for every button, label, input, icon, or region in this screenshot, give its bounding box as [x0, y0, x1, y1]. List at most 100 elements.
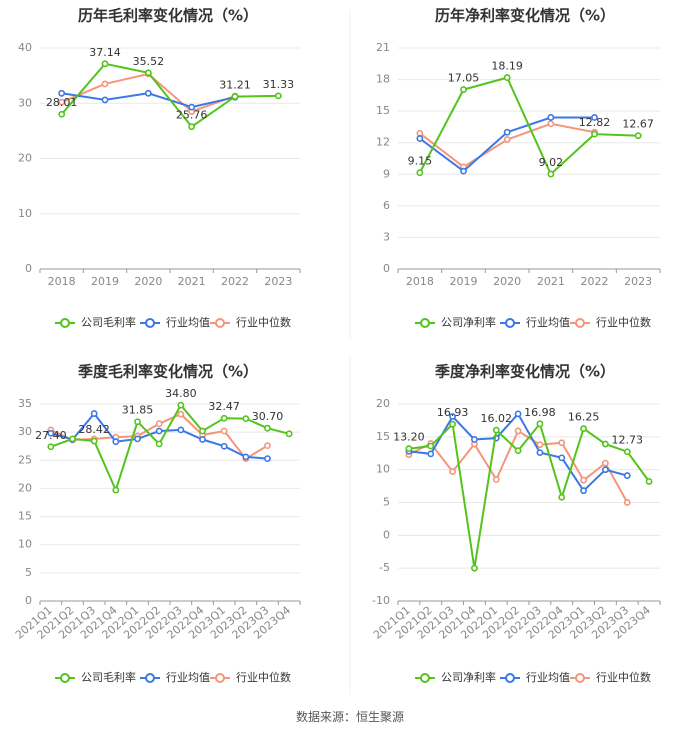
legend-swatch-marker	[505, 673, 515, 683]
y-tick-label: 0	[383, 528, 390, 541]
series-industry_avg	[47, 410, 271, 462]
y-tick-label: 25	[18, 453, 32, 466]
legend-item-industry_median[interactable]: 行业中位数	[570, 315, 651, 329]
data-point	[558, 439, 566, 447]
legend[interactable]: 公司毛利率 行业均值 行业中位数	[55, 315, 291, 329]
data-point	[199, 436, 206, 443]
data-label: 12.73	[612, 434, 644, 447]
y-tick-label: 0	[383, 262, 390, 275]
data-point	[536, 420, 544, 428]
y-tick-label: 15	[18, 510, 32, 523]
data-point	[623, 472, 631, 479]
data-point	[623, 499, 631, 506]
data-point	[427, 442, 435, 450]
data-point	[101, 80, 109, 88]
legend-swatch-marker	[575, 318, 585, 328]
legend[interactable]: 公司净利率 行业均值 行业中位数	[415, 670, 651, 684]
data-point	[449, 468, 456, 476]
y-tick-label: -10	[372, 594, 390, 607]
x-tick-label: 2021	[178, 275, 206, 288]
legend[interactable]: 公司净利率 行业均值 行业中位数	[415, 315, 651, 329]
legend-label: 公司毛利率	[81, 315, 136, 329]
data-point	[416, 169, 424, 177]
legend-item-industry_avg[interactable]: 行业均值	[500, 671, 570, 684]
data-label: 16.02	[481, 412, 513, 425]
data-label: 9.15	[408, 155, 433, 168]
legend-label: 行业中位数	[596, 315, 651, 329]
legend-item-industry_median[interactable]: 行业中位数	[570, 670, 651, 684]
series-company	[416, 74, 642, 178]
data-point	[90, 410, 98, 417]
legend-item-industry_avg[interactable]: 行业均值	[140, 316, 210, 329]
legend-item-industry_avg[interactable]: 行业均值	[500, 316, 570, 329]
data-point	[47, 429, 55, 437]
legend-item-industry_avg[interactable]: 行业均值	[140, 671, 210, 684]
data-label: 25.76	[176, 109, 208, 122]
data-point	[188, 103, 196, 111]
legend-item-company[interactable]: 公司净利率	[415, 670, 496, 684]
series-company	[58, 60, 282, 131]
y-tick-label: 20	[18, 152, 32, 165]
chart-panel-2: 历年净利率变化情况（%） 0 3 6 9 12 15 18 21 2018 2019 2020 2021…	[376, 7, 661, 329]
data-point	[188, 123, 196, 131]
y-tick-label: 0	[25, 594, 32, 607]
data-point	[503, 74, 511, 81]
data-label: 37.14	[89, 46, 121, 59]
data-point	[101, 96, 109, 104]
x-tick-label: 2020	[134, 275, 162, 288]
data-label: 27.40	[35, 429, 67, 442]
data-point	[58, 89, 66, 97]
data-point	[134, 418, 141, 426]
series-company	[405, 420, 653, 572]
data-point	[416, 129, 424, 137]
data-point	[536, 441, 544, 449]
data-point	[580, 425, 587, 433]
data-point	[220, 414, 228, 422]
chart-panel-1: 历年毛利率变化情况（%） 0 10 20 30 40 2018 2019 2020 2021 202…	[18, 7, 301, 329]
legend-label: 行业均值	[166, 671, 210, 684]
chart-title: 历年净利率变化情况（%）	[435, 7, 615, 25]
data-point	[220, 427, 228, 435]
data-source-note: 数据来源：恒生聚源	[295, 710, 404, 724]
data-point	[90, 437, 98, 445]
legend-swatch-marker	[575, 673, 585, 683]
legend-item-company[interactable]: 公司毛利率	[55, 315, 136, 329]
legend-label: 行业均值	[526, 316, 570, 329]
data-point	[274, 92, 282, 100]
x-tick-label: 2018	[48, 275, 76, 288]
legend-swatch-marker	[145, 673, 155, 683]
series-line-industry_median	[408, 429, 629, 503]
legend[interactable]: 公司毛利率 行业均值 行业中位数	[55, 670, 291, 684]
x-tick-label: 2019	[450, 275, 478, 288]
y-tick-label: 0	[25, 262, 32, 275]
series-line-company	[408, 421, 650, 569]
data-label: 34.80	[165, 387, 197, 400]
legend-item-industry_median[interactable]: 行业中位数	[210, 315, 291, 329]
data-point	[134, 435, 141, 443]
data-point	[602, 440, 609, 448]
data-point	[416, 135, 424, 142]
legend-label: 行业中位数	[596, 670, 651, 684]
y-tick-label: 30	[18, 96, 32, 109]
data-point	[460, 86, 467, 93]
data-point	[623, 448, 631, 456]
data-point	[231, 93, 239, 100]
y-tick-label: 40	[18, 41, 32, 54]
y-tick-label: 20	[18, 481, 32, 494]
legend-item-company[interactable]: 公司净利率	[415, 315, 496, 329]
data-label: 18.19	[491, 60, 523, 73]
y-tick-label: 21	[376, 41, 390, 54]
data-point	[558, 454, 566, 462]
legend-item-company[interactable]: 公司毛利率	[55, 670, 136, 684]
legend-item-industry_median[interactable]: 行业中位数	[210, 670, 291, 684]
data-point	[580, 476, 587, 484]
data-label: 31.33	[263, 78, 295, 91]
data-point	[155, 440, 163, 448]
data-point	[199, 427, 206, 435]
data-point	[220, 442, 228, 450]
series-line-company	[418, 76, 639, 176]
y-tick-label: 15	[376, 104, 390, 117]
legend-label: 公司净利率	[441, 315, 496, 329]
data-label: 32.47	[208, 400, 240, 413]
data-point	[177, 410, 185, 418]
